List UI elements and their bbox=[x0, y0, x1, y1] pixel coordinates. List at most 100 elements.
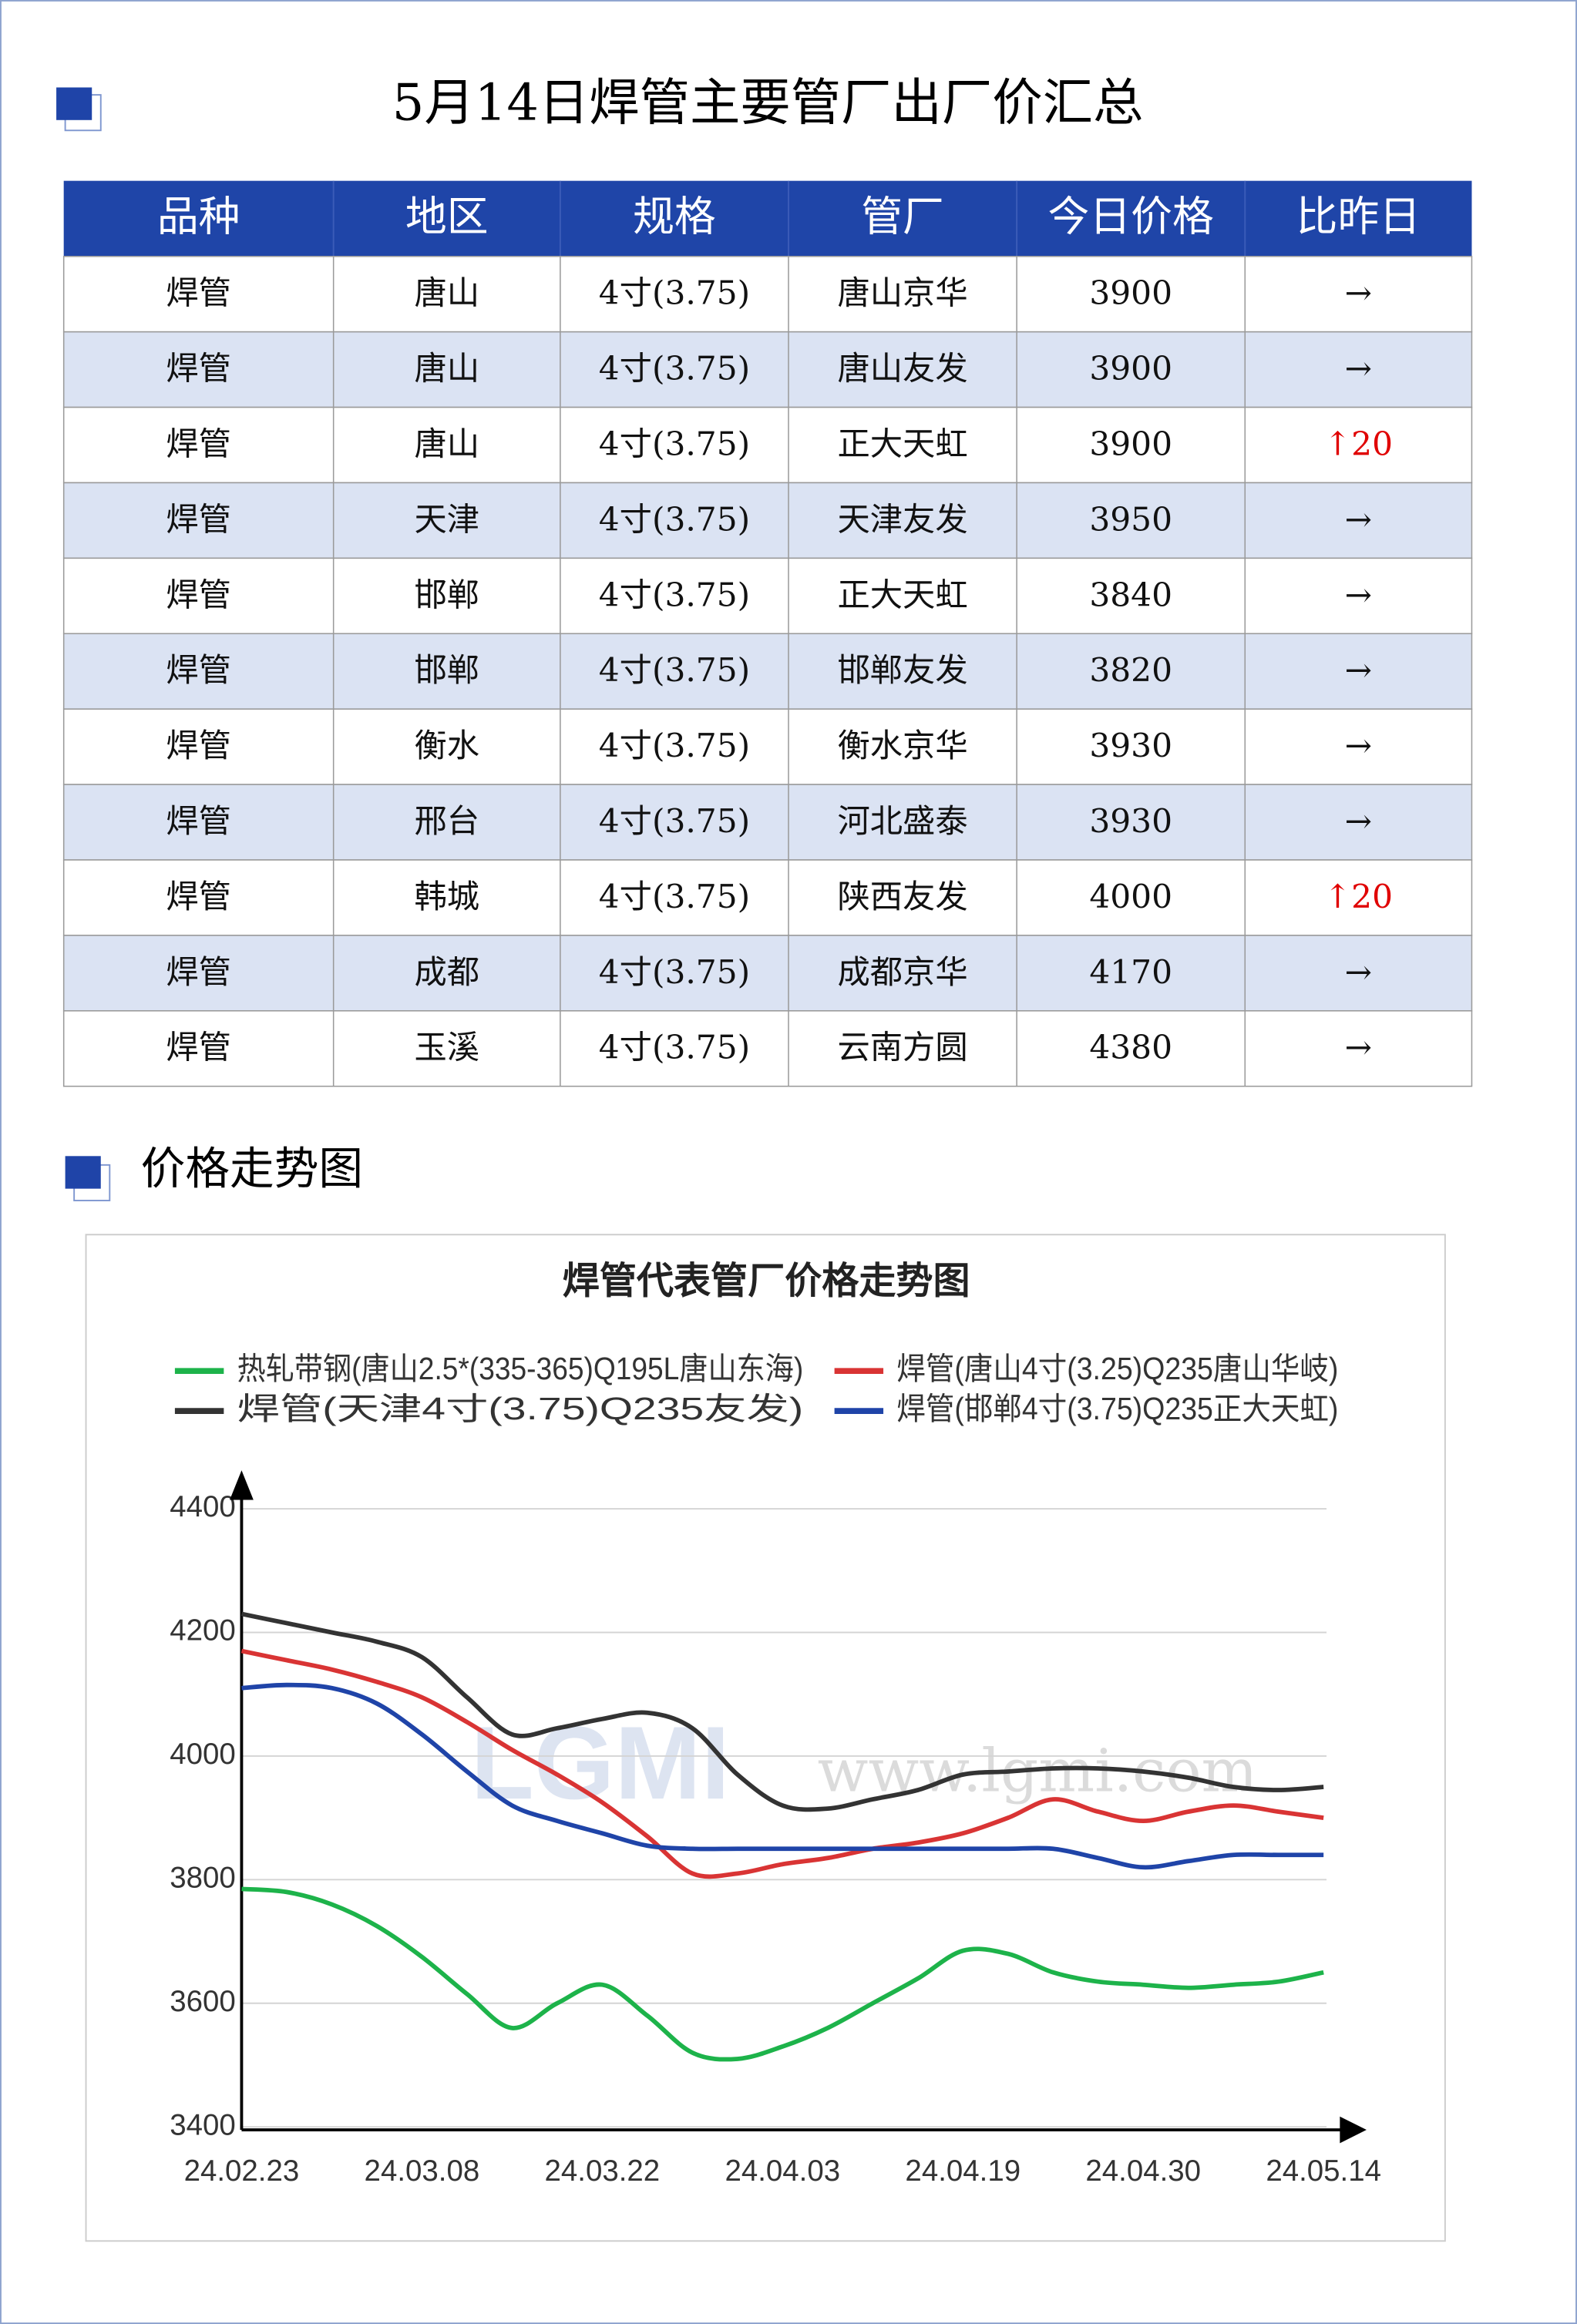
table-cell: 3840 bbox=[1089, 576, 1172, 613]
table-cell: 成都 bbox=[414, 953, 479, 991]
axis-arrow bbox=[230, 1470, 254, 1500]
series-line bbox=[240, 1611, 1324, 1812]
table-cell: → bbox=[1345, 802, 1372, 840]
table-cell: 3900 bbox=[1089, 350, 1172, 388]
table-cell: 正大天虹 bbox=[837, 576, 967, 613]
table-cell: 4寸(3.75) bbox=[599, 727, 750, 764]
series-line bbox=[241, 1886, 1324, 2062]
x-tick-label: 24.04.30 bbox=[1085, 2154, 1201, 2188]
table-cell: ↑20 bbox=[1324, 878, 1393, 915]
y-tick-label: 3600 bbox=[170, 1985, 236, 2018]
y-tick-label: 4000 bbox=[170, 1738, 236, 1771]
table-row bbox=[62, 557, 1473, 635]
table-cell: 河北盛泰 bbox=[837, 802, 967, 840]
series-line bbox=[241, 1682, 1324, 1870]
table-cell: 天津友发 bbox=[837, 500, 967, 538]
table-cell: 3820 bbox=[1089, 651, 1172, 689]
table-cell: 焊管 bbox=[166, 727, 231, 764]
table-cell: 4000 bbox=[1089, 878, 1172, 915]
table-cell: 焊管 bbox=[166, 350, 231, 388]
chart: LGMI www.lgmi.com340036003800400042004400… bbox=[170, 1351, 1381, 2188]
table-cell: 天津 bbox=[414, 500, 479, 538]
table-cell: 衡水 bbox=[414, 727, 479, 764]
icon bbox=[65, 1156, 101, 1189]
table-cell: 4寸(3.75) bbox=[599, 425, 750, 462]
table-cell: → bbox=[1345, 1029, 1372, 1066]
table-row bbox=[62, 708, 1473, 785]
column-header: 规格 bbox=[633, 193, 716, 241]
x-tick-label: 24.02.23 bbox=[184, 2154, 300, 2188]
table-cell: 唐山 bbox=[414, 425, 479, 462]
table-cell: 4寸(3.75) bbox=[599, 274, 750, 312]
table-cell: 唐山友发 bbox=[837, 350, 967, 388]
legend-label: 焊管(唐山4寸(3.25)Q235唐山华岐) bbox=[896, 1351, 1338, 1386]
x-tick-label: 24.04.03 bbox=[725, 2154, 840, 2188]
column-header: 今日价格 bbox=[1048, 193, 1214, 241]
table-cell: 邯郸 bbox=[414, 576, 479, 613]
column-header: 管厂 bbox=[861, 193, 944, 241]
table-cell: 陕西友发 bbox=[837, 878, 967, 915]
table-row bbox=[62, 331, 1473, 408]
table-cell: 4寸(3.75) bbox=[599, 953, 750, 991]
table-cell: 4寸(3.75) bbox=[599, 500, 750, 538]
table-cell: 3950 bbox=[1089, 500, 1172, 538]
table-row bbox=[62, 633, 1473, 710]
icon bbox=[56, 87, 92, 120]
table-cell: 焊管 bbox=[166, 274, 231, 312]
table-row bbox=[62, 859, 1473, 936]
table-row bbox=[62, 784, 1473, 861]
axis-arrow bbox=[1340, 2116, 1367, 2144]
table-cell: 4寸(3.75) bbox=[599, 576, 750, 613]
table-cell: 唐山京华 bbox=[837, 274, 967, 312]
table-cell: 焊管 bbox=[166, 425, 231, 462]
chart-frame bbox=[85, 1234, 1446, 2242]
table-cell: 唐山 bbox=[414, 350, 479, 388]
table-cell: 云南方圆 bbox=[837, 1029, 967, 1066]
table-cell: 3930 bbox=[1089, 727, 1172, 764]
table-cell: 焊管 bbox=[166, 802, 231, 840]
table-cell: 4寸(3.75) bbox=[599, 350, 750, 388]
table-row bbox=[62, 1010, 1473, 1087]
table-cell: 3900 bbox=[1089, 425, 1172, 462]
table-row bbox=[62, 935, 1473, 1012]
table-cell: 唐山 bbox=[414, 274, 479, 312]
table-cell: 4380 bbox=[1089, 1029, 1172, 1066]
x-tick-label: 24.05.14 bbox=[1266, 2154, 1381, 2188]
x-tick-label: 24.04.19 bbox=[905, 2154, 1021, 2188]
table-row bbox=[62, 255, 1473, 333]
table-cell: 焊管 bbox=[166, 576, 231, 613]
table-cell: 焊管 bbox=[166, 953, 231, 991]
table-cell: 4寸(3.75) bbox=[599, 651, 750, 689]
table-cell: 3930 bbox=[1089, 802, 1172, 840]
series-line bbox=[240, 1648, 1324, 1879]
table-cell: 韩城 bbox=[414, 878, 479, 915]
table-cell: 焊管 bbox=[166, 878, 231, 915]
table-cell: 正大天虹 bbox=[837, 425, 967, 462]
table-cell: 衡水京华 bbox=[837, 727, 967, 764]
column-header: 品种 bbox=[157, 193, 240, 241]
x-tick-label: 24.03.22 bbox=[545, 2154, 661, 2188]
table-cell: 4寸(3.75) bbox=[599, 1029, 750, 1066]
y-tick-label: 4400 bbox=[170, 1490, 236, 1523]
y-tick-label: 3400 bbox=[170, 2108, 236, 2141]
table-cell: → bbox=[1345, 727, 1372, 764]
table-cell: 邢台 bbox=[414, 802, 479, 840]
table-cell: 焊管 bbox=[166, 651, 231, 689]
table-cell: 4170 bbox=[1089, 953, 1172, 991]
table-cell: → bbox=[1345, 576, 1372, 613]
table-cell: 焊管 bbox=[166, 500, 231, 538]
table-header bbox=[63, 180, 1472, 257]
page-title: 5月14日焊管主要管厂出厂价汇总 bbox=[392, 73, 1144, 132]
table-cell: 邯郸友发 bbox=[837, 651, 967, 689]
table-cell: 焊管 bbox=[166, 1029, 231, 1066]
x-tick-label: 24.03.08 bbox=[365, 2154, 480, 2188]
y-tick-label: 4200 bbox=[170, 1614, 236, 1647]
table-cell: → bbox=[1345, 651, 1372, 689]
column-header: 地区 bbox=[405, 193, 489, 241]
table-cell: 成都京华 bbox=[837, 953, 967, 991]
table-cell: 玉溪 bbox=[414, 1029, 479, 1066]
table-cell: 4寸(3.75) bbox=[599, 878, 750, 915]
table-cell: 3900 bbox=[1089, 274, 1172, 312]
